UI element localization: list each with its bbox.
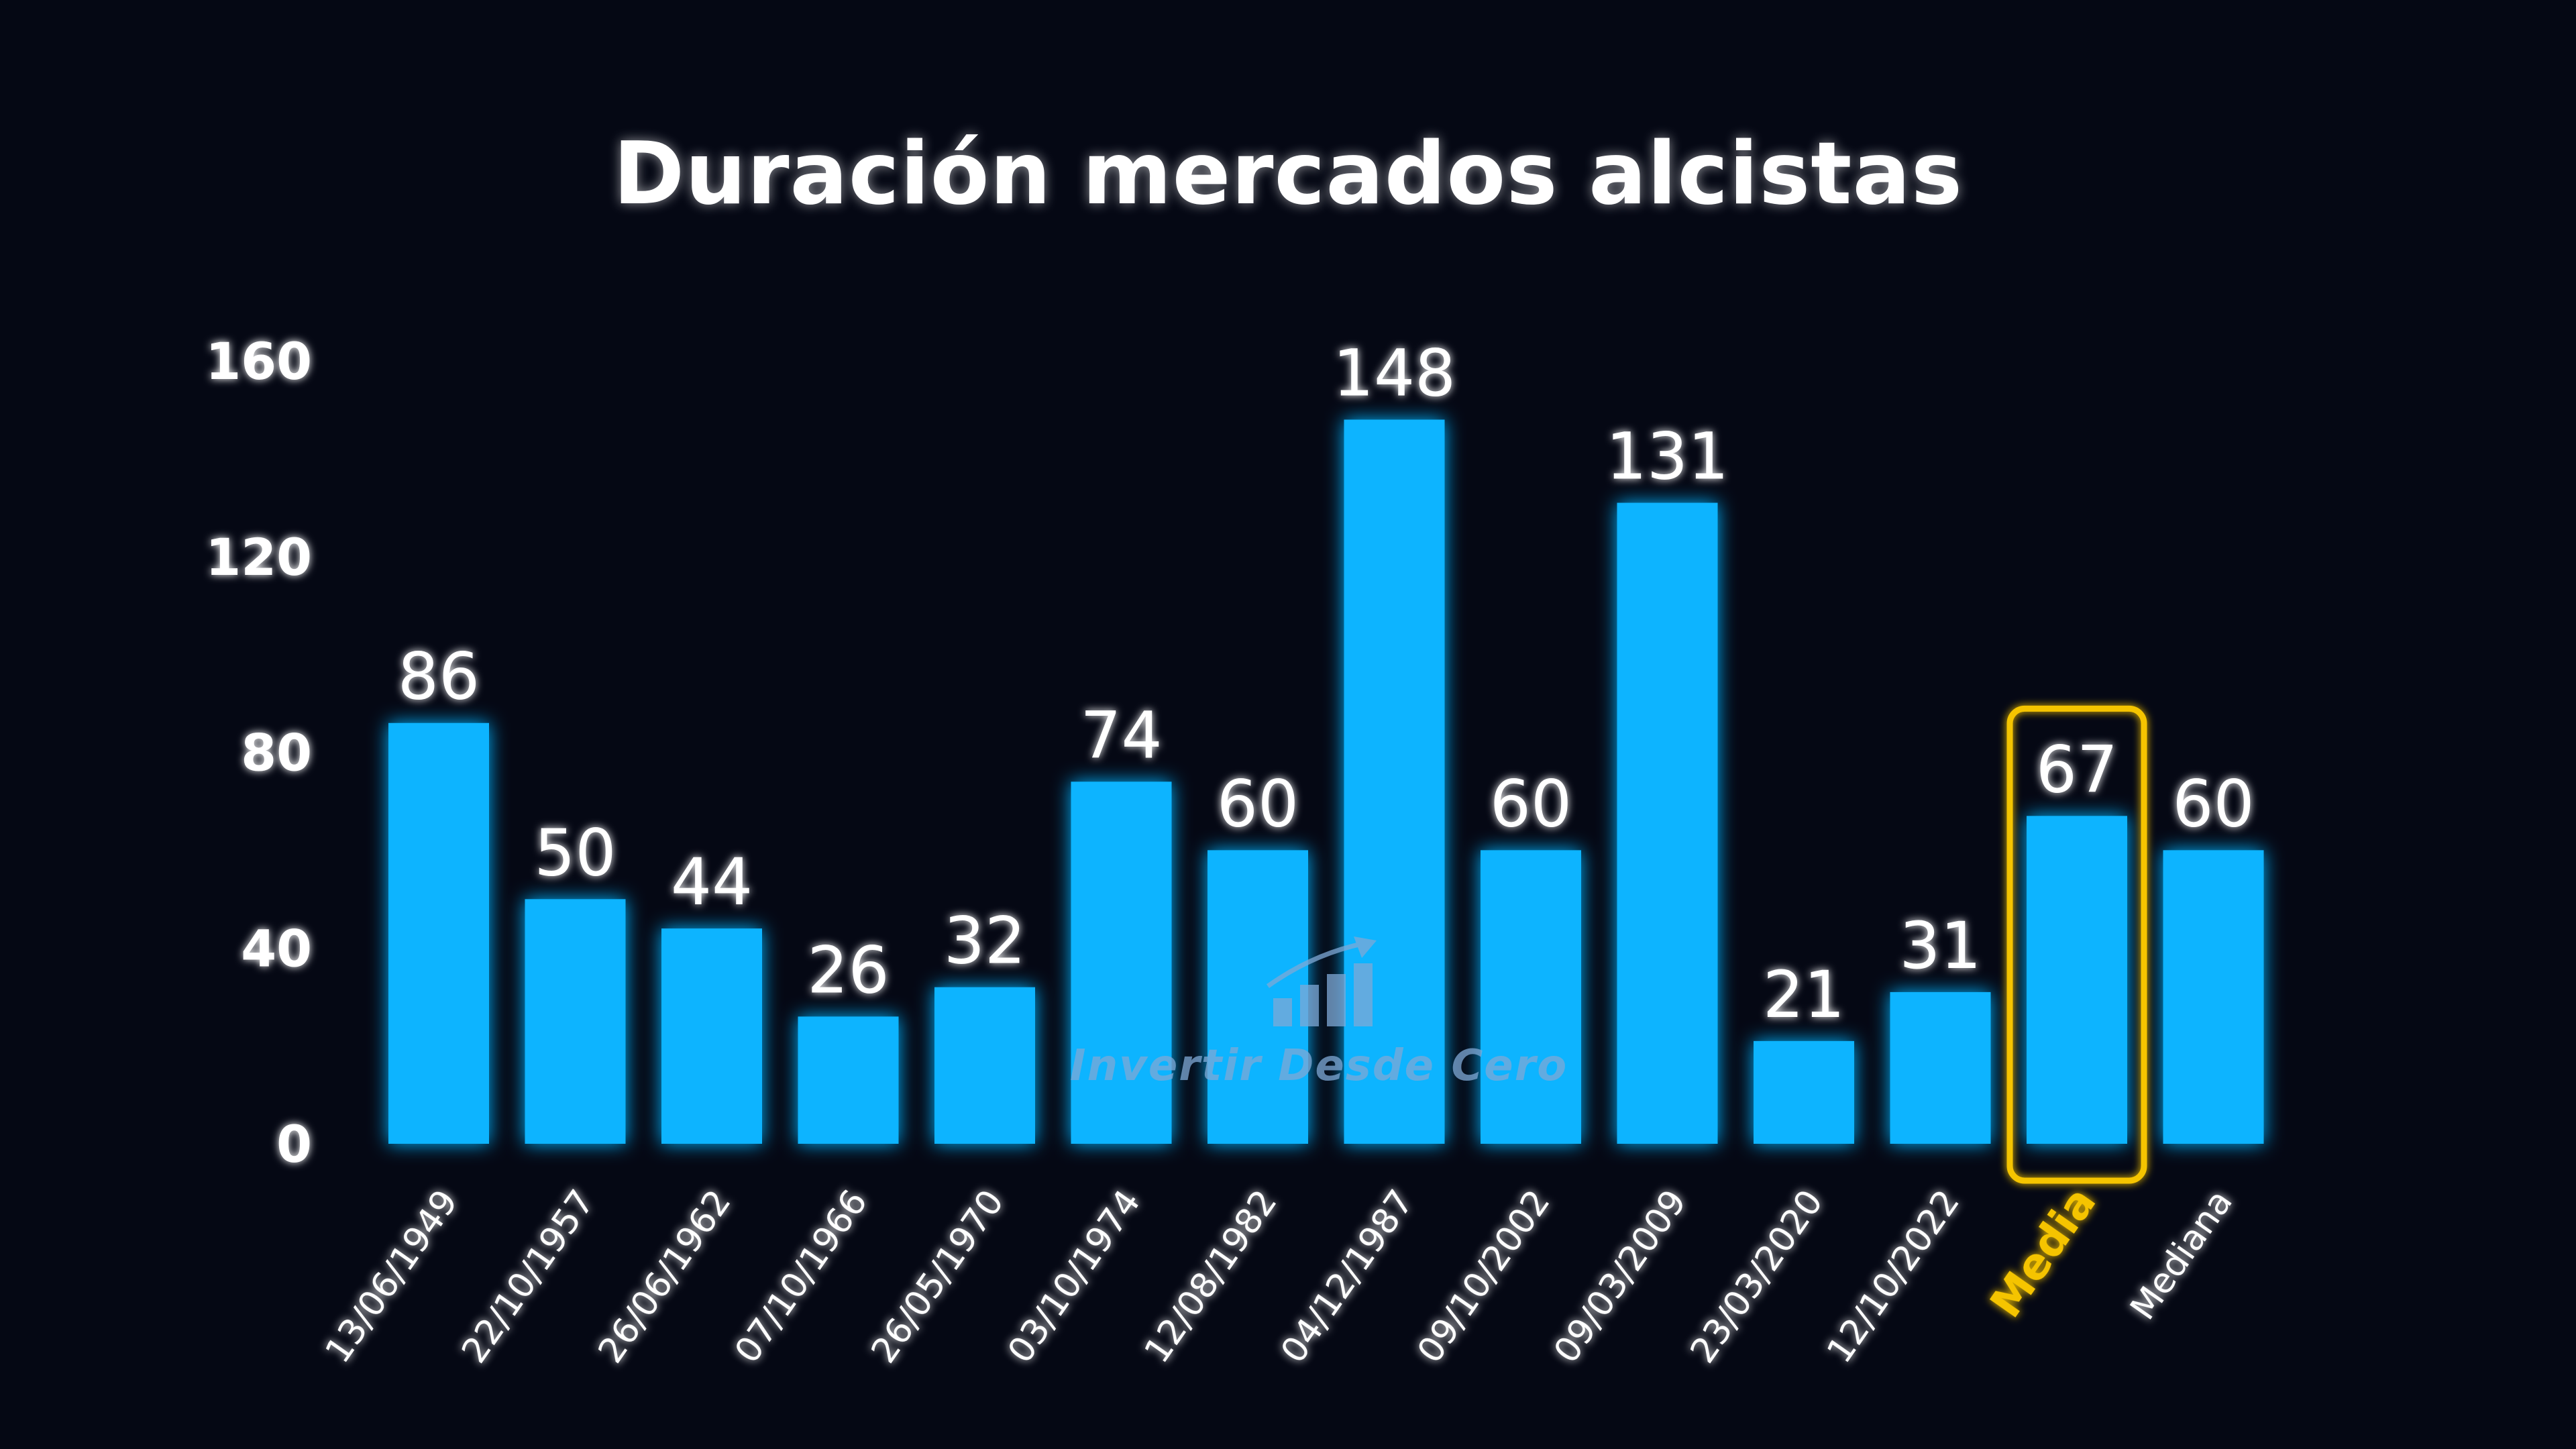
value-label: 32 bbox=[944, 904, 1026, 979]
bar bbox=[1071, 782, 1172, 1144]
x-tick-label: 26/05/1970 bbox=[864, 1183, 1012, 1371]
x-tick-label: 23/03/2020 bbox=[1683, 1183, 1831, 1371]
x-tick-label: Mediana bbox=[2123, 1183, 2241, 1327]
value-label: 67 bbox=[2036, 732, 2118, 807]
x-tick-label: 26/06/1962 bbox=[591, 1183, 739, 1371]
y-axis-ticks: 0 40 80 120 160 bbox=[205, 331, 312, 1174]
value-label: 60 bbox=[1217, 766, 1299, 841]
x-tick-label: 12/10/2022 bbox=[1819, 1183, 1968, 1371]
bar bbox=[1208, 850, 1308, 1144]
bar-chart-arrow-icon bbox=[1266, 936, 1377, 1026]
x-tick-label: 09/03/2009 bbox=[1546, 1183, 1695, 1371]
watermark: Invertir Desde Cero bbox=[1070, 936, 1568, 1091]
value-label: 44 bbox=[671, 845, 753, 920]
bar bbox=[1344, 419, 1445, 1144]
x-axis-labels: 13/06/194922/10/195726/06/196207/10/1966… bbox=[318, 1179, 2241, 1371]
y-tick-label: 120 bbox=[205, 527, 312, 587]
highlight-box bbox=[2006, 705, 2147, 1184]
bar bbox=[1754, 1040, 1854, 1144]
bar bbox=[1617, 502, 1718, 1144]
x-tick-label: 04/12/1987 bbox=[1273, 1183, 1421, 1371]
x-tick-label: 12/08/1982 bbox=[1137, 1183, 1285, 1371]
value-label: 60 bbox=[1490, 766, 1572, 841]
bar bbox=[388, 722, 489, 1144]
value-label: 131 bbox=[1606, 419, 1729, 494]
bar bbox=[934, 987, 1035, 1144]
value-label: 74 bbox=[1080, 698, 1162, 773]
value-label: 148 bbox=[1333, 336, 1456, 411]
x-tick-label: 09/10/2002 bbox=[1410, 1183, 1558, 1371]
x-tick-label: 13/06/1949 bbox=[318, 1183, 466, 1371]
x-tick-label: 03/10/1974 bbox=[1000, 1183, 1148, 1371]
bar bbox=[798, 1016, 899, 1144]
bar bbox=[2027, 816, 2127, 1144]
x-tick-label: Media bbox=[1981, 1179, 2106, 1327]
value-label: 86 bbox=[398, 639, 480, 714]
bar bbox=[1890, 991, 1991, 1144]
chart-title: Duración mercados alcistas bbox=[612, 124, 1964, 224]
bars-group bbox=[388, 419, 2264, 1144]
bar bbox=[1481, 850, 1581, 1144]
bar bbox=[2163, 850, 2264, 1144]
x-tick-label: 22/10/1957 bbox=[454, 1183, 602, 1371]
value-labels: 86 50 44 26 32 74 60 148 60 131 21 31 67 60 bbox=[398, 336, 2255, 1032]
x-tick-label: 07/10/1966 bbox=[727, 1183, 875, 1371]
watermark-text: Invertir Desde Cero bbox=[1070, 1041, 1568, 1091]
y-tick-label: 0 bbox=[276, 1114, 312, 1174]
y-tick-label: 160 bbox=[205, 331, 312, 391]
bar bbox=[525, 899, 626, 1144]
value-label: 50 bbox=[534, 815, 616, 890]
value-label: 21 bbox=[1763, 957, 1845, 1032]
y-tick-label: 40 bbox=[241, 918, 312, 978]
value-label: 26 bbox=[807, 932, 889, 1008]
y-tick-label: 80 bbox=[241, 723, 312, 783]
value-label: 31 bbox=[1899, 908, 1981, 983]
value-label: 60 bbox=[2172, 766, 2254, 841]
bar bbox=[661, 928, 762, 1144]
